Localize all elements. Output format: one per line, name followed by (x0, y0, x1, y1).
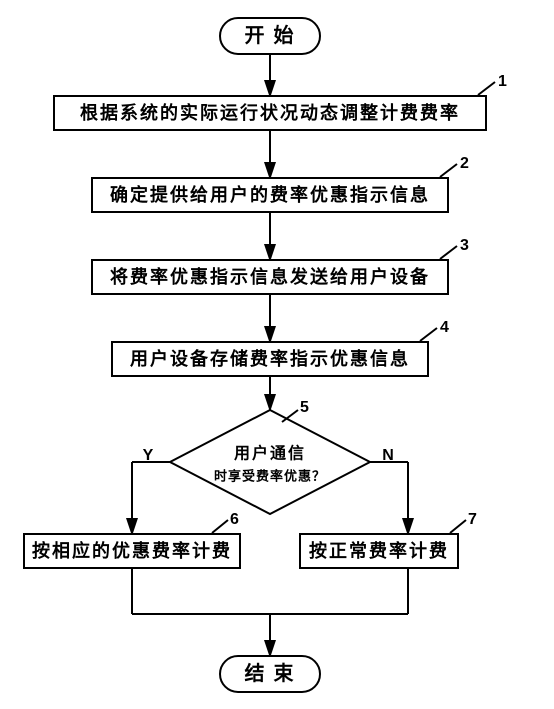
process-b7-num: 7 (468, 511, 477, 528)
end-label: 结 束 (245, 661, 296, 685)
decision-num: 5 (300, 399, 309, 416)
callout-tick (212, 520, 228, 533)
process-b1-label: 根据系统的实际运行状况动态调整计费费率 (80, 102, 460, 123)
process-b1-num: 1 (498, 73, 507, 90)
process-b7-label: 按正常费率计费 (309, 540, 449, 561)
callout-tick (450, 520, 466, 533)
process-b2-num: 2 (460, 155, 469, 172)
process-b4-num: 4 (440, 319, 449, 336)
process-b6-num: 6 (230, 511, 239, 528)
decision-yes-label: Y (143, 447, 154, 464)
decision-line2: 时享受费率优惠？ (214, 469, 326, 484)
callout-tick (420, 328, 437, 341)
process-b2-label: 确定提供给用户的费率优惠指示信息 (110, 184, 430, 205)
flowchart: 开 始结 束 根据系统的实际运行状况动态调整计费费率 1 确定提供给用户的费率优惠指示… (0, 0, 554, 709)
callout-tick (440, 164, 457, 177)
process-b6-label: 按相应的优惠费率计费 (32, 540, 232, 561)
start-label: 开 始 (245, 23, 296, 47)
decision-line1: 用户通信 (234, 444, 306, 463)
process-b4-label: 用户设备存储费率指示优惠信息 (130, 348, 410, 369)
process-b3-label: 将费率优惠指示信息发送给用户设备 (110, 266, 430, 287)
callout-tick (478, 82, 495, 95)
callout-tick (440, 246, 457, 259)
process-b3-num: 3 (460, 237, 469, 254)
decision-no-label: N (382, 447, 394, 464)
